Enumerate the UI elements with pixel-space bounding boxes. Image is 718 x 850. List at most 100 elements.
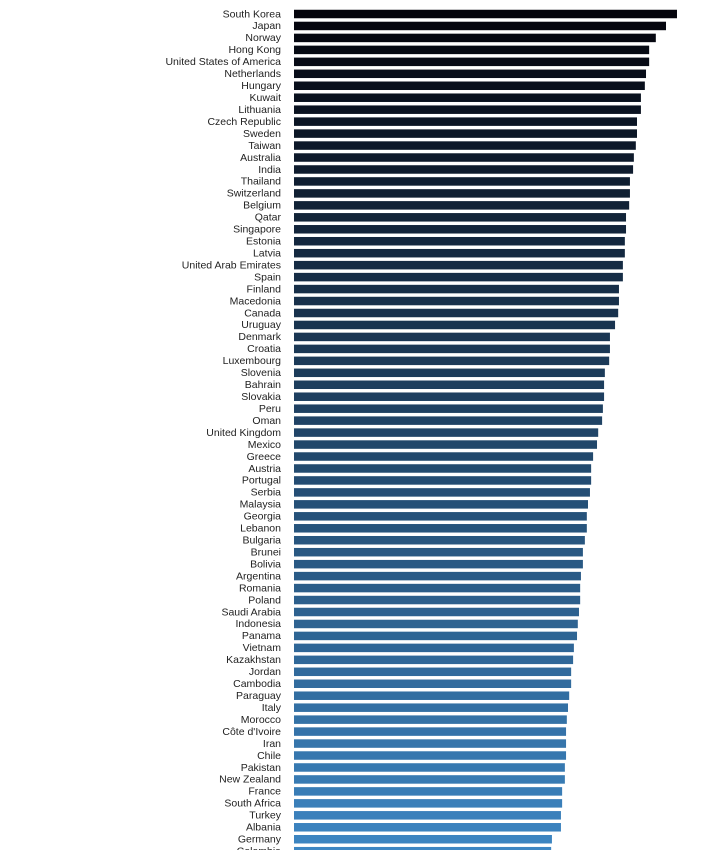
y-tick-label: United Kingdom — [206, 427, 281, 439]
y-tick-label: Belgium — [243, 200, 281, 212]
bar — [294, 655, 574, 665]
y-tick-label: Austria — [248, 463, 281, 475]
y-tick-label: Japan — [252, 20, 281, 32]
y-tick-label: Australia — [240, 152, 281, 164]
y-tick-label: Mexico — [248, 439, 281, 451]
bar — [294, 679, 572, 689]
bar — [294, 811, 561, 820]
bar — [294, 823, 561, 832]
y-tick-label: United Arab Emirates — [182, 259, 281, 271]
y-tick-label: Albania — [246, 822, 281, 834]
bar — [294, 165, 634, 174]
bar — [294, 512, 587, 521]
y-tick-label: Canada — [244, 307, 281, 319]
bar — [294, 296, 619, 306]
y-tick-label: Romania — [239, 582, 281, 594]
bar — [294, 368, 605, 378]
y-tick-label: Czech Republic — [207, 116, 281, 128]
bar — [294, 607, 579, 617]
bar — [294, 667, 572, 677]
bar — [294, 452, 594, 461]
bar — [294, 595, 581, 605]
y-tick-label: Portugal — [242, 475, 281, 487]
y-tick-label: Germany — [238, 834, 282, 846]
y-tick-label: Sweden — [243, 128, 281, 140]
bar — [294, 643, 574, 653]
y-tick-label: United States of America — [165, 56, 281, 68]
bar — [294, 380, 605, 390]
bar — [294, 201, 630, 210]
y-tick-label: Iran — [263, 738, 281, 750]
bar — [294, 763, 565, 772]
y-tick-label: Cambodia — [233, 678, 281, 690]
bar — [294, 57, 650, 67]
bar — [294, 81, 645, 91]
y-tick-label: Poland — [248, 594, 281, 606]
bar — [294, 476, 592, 485]
bar — [294, 272, 623, 282]
y-tick-label: Uruguay — [241, 319, 281, 331]
bar — [294, 715, 567, 724]
y-tick-label: Italy — [262, 702, 282, 714]
bar — [294, 404, 603, 413]
bar — [294, 129, 637, 138]
bar — [294, 21, 667, 31]
y-tick-label: Macedonia — [230, 295, 282, 307]
bar — [294, 571, 581, 581]
y-tick-label: Côte d'Ivoire — [222, 726, 281, 738]
bar — [294, 834, 552, 844]
y-tick-label: Finland — [247, 283, 282, 295]
bar — [294, 787, 563, 796]
bar — [294, 105, 641, 114]
bar — [294, 703, 569, 712]
y-tick-label: Indonesia — [235, 618, 281, 630]
y-tick-label: Norway — [245, 32, 281, 44]
y-tick-label: Paraguay — [236, 690, 282, 702]
y-tick-label: Brunei — [251, 546, 281, 558]
bar — [294, 344, 610, 354]
bar — [294, 559, 583, 569]
y-tick-label: South Korea — [223, 8, 282, 20]
y-tick-label: France — [248, 786, 281, 798]
y-tick-label: Pakistan — [241, 762, 281, 774]
y-tick-label: Taiwan — [248, 140, 281, 152]
bar — [294, 751, 567, 760]
y-tick-label: Argentina — [236, 570, 281, 582]
bar — [294, 308, 619, 318]
bar — [294, 117, 637, 126]
bar — [294, 189, 630, 198]
bar — [294, 846, 552, 850]
bar — [294, 320, 616, 330]
bar — [294, 500, 588, 509]
y-tick-label: Netherlands — [224, 68, 281, 80]
bar — [294, 547, 583, 557]
bar — [294, 236, 625, 246]
bar — [294, 488, 590, 497]
y-tick-label: Switzerland — [227, 188, 281, 200]
y-tick-label: Vietnam — [243, 642, 282, 654]
bar — [294, 428, 599, 437]
y-tick-label: Croatia — [247, 343, 281, 355]
y-tick-label: Colombia — [237, 845, 282, 850]
bar — [294, 464, 592, 473]
y-tick-label: Hungary — [241, 80, 281, 92]
bar — [294, 213, 627, 222]
y-tick-label: Peru — [259, 403, 281, 415]
y-tick-label: Turkey — [249, 810, 281, 822]
bar — [294, 260, 623, 270]
y-tick-label: Kuwait — [249, 92, 281, 104]
bar — [294, 631, 578, 641]
bar — [294, 727, 567, 736]
y-tick-label: Qatar — [255, 212, 282, 224]
bar — [294, 248, 625, 258]
y-tick-label: India — [258, 164, 281, 176]
bar — [294, 9, 677, 19]
bar — [294, 284, 619, 294]
y-tick-label: Kazakhstan — [226, 654, 281, 666]
y-tick-label: Lithuania — [238, 104, 281, 116]
y-tick-label: Bulgaria — [242, 535, 281, 547]
y-tick-label: Singapore — [233, 224, 281, 236]
bar — [294, 153, 634, 162]
